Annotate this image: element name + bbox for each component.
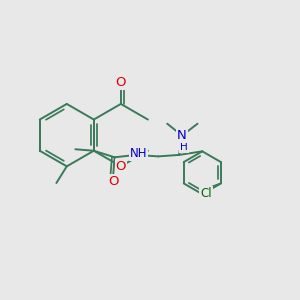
Text: N: N [177, 129, 187, 142]
Text: Cl: Cl [200, 187, 212, 200]
Text: H: H [180, 142, 188, 152]
Text: NH: NH [130, 147, 147, 160]
Text: O: O [116, 160, 126, 173]
Text: O: O [108, 175, 119, 188]
Text: O: O [116, 76, 126, 89]
